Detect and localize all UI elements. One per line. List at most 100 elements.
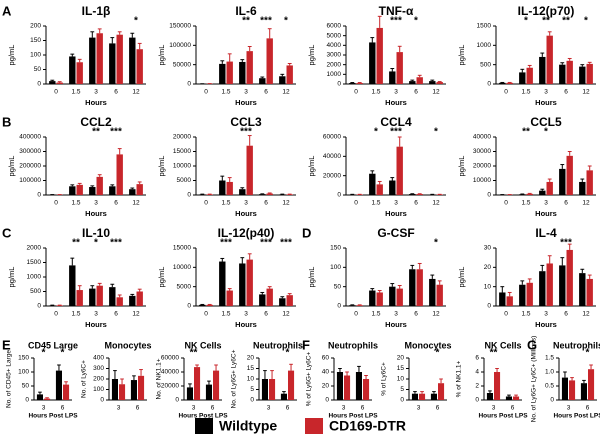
x-axis-label: Hours	[385, 209, 407, 218]
y-tick-label: 50	[34, 66, 42, 73]
bar	[519, 194, 526, 195]
bar	[586, 63, 593, 84]
x-tick-label: 12	[582, 200, 590, 207]
bar	[63, 384, 70, 400]
x-axis-label: Hours Post LPS	[28, 413, 78, 420]
x-tick-label: 6	[564, 89, 568, 96]
x-tick-label: 12	[432, 89, 440, 96]
x-tick-label: 6	[414, 89, 418, 96]
y-tick-label: 0	[475, 397, 479, 404]
x-tick-label: 12	[432, 311, 440, 318]
y-tick-label: 500	[30, 288, 41, 295]
y-tick-label: 200000	[19, 163, 41, 170]
significance: *	[584, 16, 588, 27]
x-tick-label: 6	[211, 405, 215, 412]
bar	[506, 296, 513, 306]
x-tick-label: 6	[361, 405, 365, 412]
x-tick-label: 12	[132, 89, 140, 96]
y-tick-label: 10000	[173, 264, 191, 271]
y-axis-label: pg/mL	[457, 267, 466, 288]
x-tick-label: 0	[54, 89, 58, 96]
bar	[286, 295, 293, 306]
bar	[76, 184, 83, 195]
bar	[586, 278, 593, 306]
y-tick-label: 5000	[177, 177, 192, 184]
y-tick-label: 100	[30, 52, 41, 59]
panel-letter: G	[527, 337, 537, 352]
x-tick-label: 1.5	[521, 311, 530, 318]
y-tick-label: 1000	[327, 71, 342, 78]
x-tick-label: 12	[582, 311, 590, 318]
x-tick-label: 0	[504, 311, 508, 318]
legend-label: Wildtype	[219, 418, 277, 434]
x-tick-label: 6	[264, 311, 268, 318]
bar	[129, 295, 136, 306]
bar	[389, 71, 396, 84]
x-tick-label: 0	[504, 89, 508, 96]
bar	[416, 269, 423, 306]
bar	[409, 269, 416, 306]
bar	[116, 154, 123, 195]
y-tick-label: 2	[475, 383, 479, 390]
y-tick-label: 300000	[19, 148, 41, 155]
bar	[539, 190, 546, 195]
bar	[266, 193, 273, 195]
significance: **	[190, 348, 198, 359]
bar	[436, 284, 443, 306]
chart-title: Neutrophils	[328, 340, 378, 350]
bar	[259, 78, 266, 84]
significance: *	[544, 127, 548, 138]
y-tick-label: 40000	[473, 134, 491, 141]
x-tick-label: 0	[354, 200, 358, 207]
chart-title: IL-12(p40)	[218, 226, 275, 240]
y-tick-label: 4	[475, 369, 479, 376]
bar	[539, 271, 546, 306]
x-tick-label: 3	[42, 405, 46, 412]
bar	[546, 35, 553, 84]
x-axis-label: Hours Post LPS	[478, 413, 528, 420]
bar	[49, 305, 56, 306]
bar	[286, 194, 293, 195]
y-axis-label: No. of Ly6C+	[81, 360, 88, 398]
x-tick-label: 12	[282, 89, 290, 96]
y-tick-label: 200	[30, 23, 41, 30]
y-tick-label: 10	[397, 376, 405, 383]
bar	[356, 305, 363, 306]
x-tick-label: 6	[564, 311, 568, 318]
bar	[499, 292, 506, 306]
y-tick-label: 6	[475, 355, 479, 362]
y-axis-label: pg/mL	[157, 267, 166, 288]
bar	[130, 380, 137, 400]
panel-letter: B	[2, 114, 11, 129]
bar	[69, 186, 76, 195]
x-tick-label: 1.5	[71, 89, 80, 96]
chart-title: NK Cells	[484, 340, 521, 350]
y-tick-label: 1.5	[545, 355, 554, 362]
y-tick-label: 0	[400, 397, 404, 404]
y-tick-label: 20	[247, 355, 255, 362]
x-tick-label: 1.5	[371, 311, 380, 318]
x-tick-label: 12	[282, 200, 290, 207]
bar	[355, 372, 362, 400]
bar	[119, 384, 126, 400]
y-tick-label: 1500	[27, 259, 42, 266]
bar	[411, 393, 418, 400]
x-tick-label: 6	[414, 200, 418, 207]
y-tick-label: 15000	[173, 245, 191, 252]
significance: *	[134, 16, 138, 27]
bar	[539, 56, 546, 84]
x-tick-label: 12	[132, 200, 140, 207]
significance: **	[242, 16, 250, 27]
significance: ***	[240, 127, 252, 138]
panel-letter: A	[2, 3, 12, 18]
bar	[419, 393, 426, 400]
bar	[49, 81, 56, 84]
x-tick-label: 0	[354, 311, 358, 318]
chart-title: IL-1β	[82, 4, 111, 18]
bar	[546, 181, 553, 195]
bar	[55, 370, 62, 400]
bar	[194, 367, 201, 400]
panel-letter: F	[302, 337, 310, 352]
significance: *	[586, 348, 590, 359]
bar	[239, 263, 246, 306]
